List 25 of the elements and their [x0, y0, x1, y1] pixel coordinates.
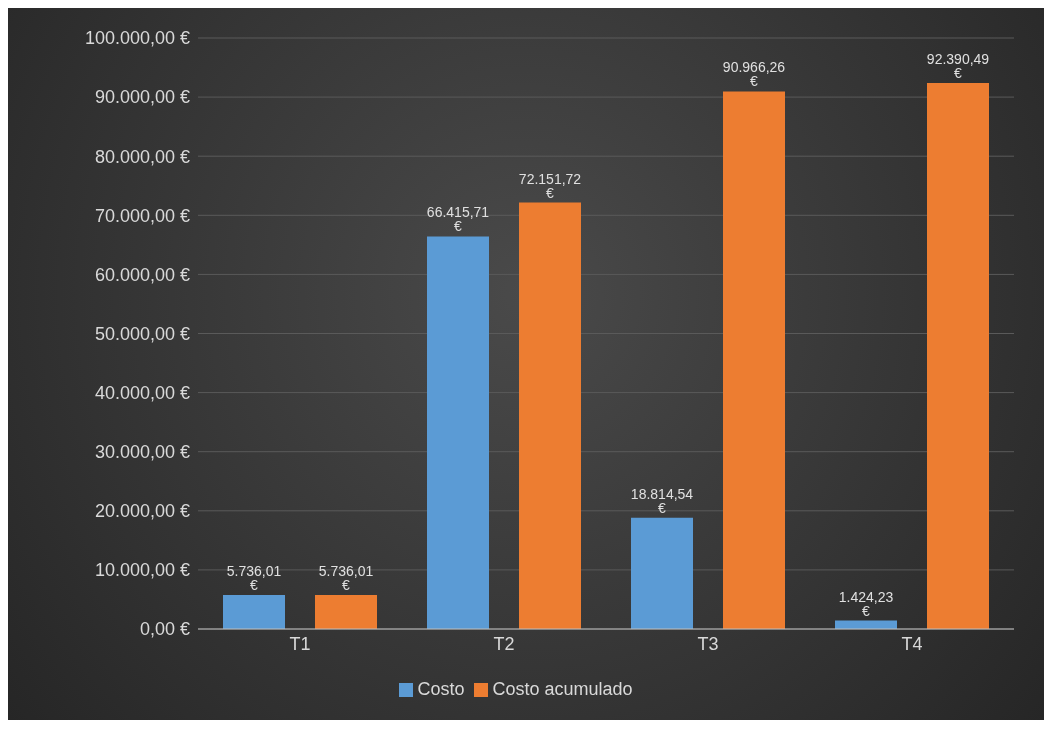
y-tick-label: 50.000,00 €: [94, 323, 190, 344]
data-label: 5.736,01 €: [226, 563, 282, 594]
data-label: 1.424,23 €: [838, 588, 894, 619]
data-label: 5.736,01 €: [318, 563, 374, 594]
y-tick-label: 0,00 €: [139, 619, 190, 640]
data-label: 92.390,49 €: [926, 50, 990, 81]
y-tick-label: 100.000,00 €: [84, 28, 190, 49]
y-tick-label: 30.000,00 €: [94, 442, 190, 463]
x-tick-label: T2: [493, 633, 515, 654]
x-tick-label: T4: [901, 633, 923, 654]
data-label: 90.966,26 €: [722, 59, 786, 90]
y-tick-label: 90.000,00 €: [94, 87, 190, 108]
y-tick-label: 70.000,00 €: [94, 205, 190, 226]
y-tick-label: 20.000,00 €: [94, 501, 190, 522]
data-label: 18.814,54 €: [630, 485, 694, 516]
legend-label: Costo: [417, 679, 465, 699]
data-label: 66.415,71 €: [426, 204, 490, 235]
legend-label: Costo acumulado: [492, 679, 633, 699]
y-tick-label: 60.000,00 €: [94, 264, 190, 285]
y-tick-label: 40.000,00 €: [94, 382, 190, 403]
x-tick-label: T3: [697, 633, 719, 654]
x-tick-label: T1: [289, 633, 311, 654]
y-tick-label: 80.000,00 €: [94, 146, 190, 167]
y-tick-label: 10.000,00 €: [94, 560, 190, 581]
data-label: 72.151,72 €: [518, 170, 582, 201]
